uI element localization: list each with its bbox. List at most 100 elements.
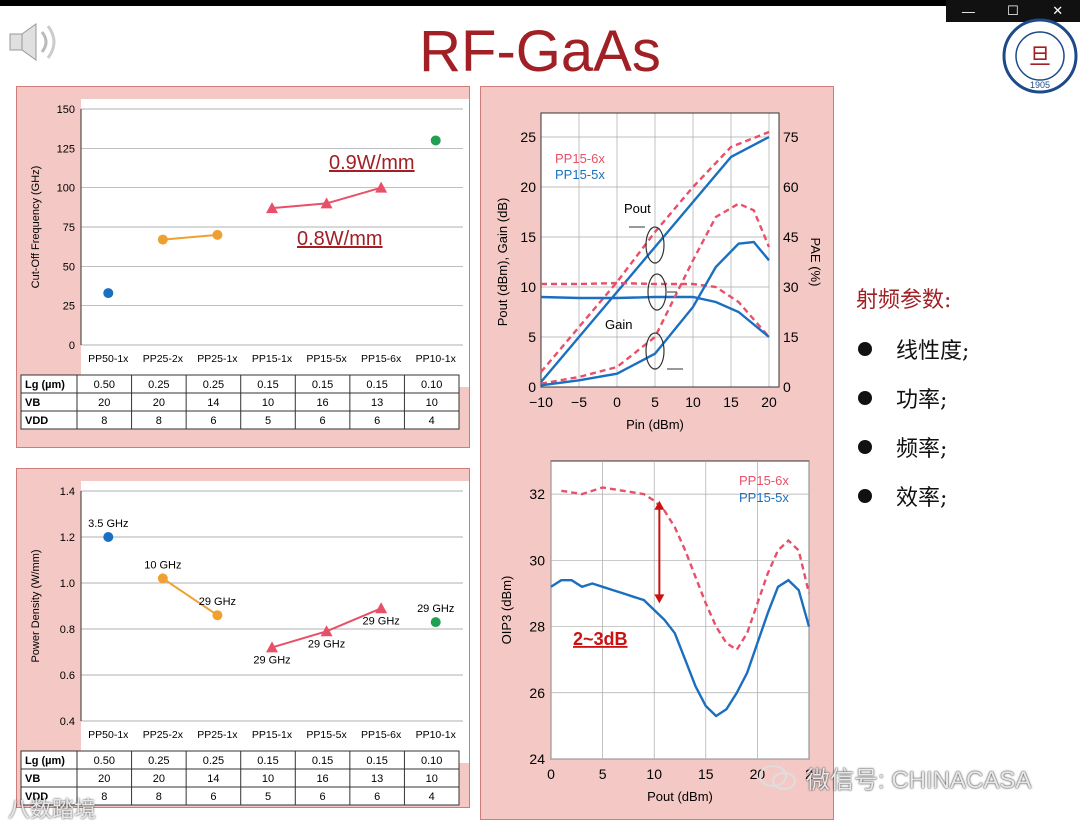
cutoff-frequency-panel: 0 25 50 75 100 125 150 Cut-Off Frequency (GHz) P… [16,86,470,448]
x-tick-label: PP15-5x [306,353,347,365]
table-cell: 0.50 [94,379,115,391]
x-tick-label: PP15-5x [306,729,347,741]
data-point [430,617,441,628]
table-cell: 13 [371,397,383,409]
x-tick-label: PP15-6x [361,729,402,741]
table-cell: 6 [210,415,216,427]
speaker-icon[interactable] [6,18,60,66]
table-cell: 6 [320,791,326,803]
table-row-label: VB [25,773,40,785]
legend-entry: PP15-6x [739,473,789,488]
table-cell: 4 [429,791,435,803]
data-point [103,532,114,542]
y2-tick-label: 15 [783,329,799,345]
table-row-label: VDD [25,415,48,427]
data-point [266,202,278,214]
y-tick-label: 5 [528,329,536,345]
series-line [561,486,811,652]
series-line [550,578,811,718]
table-cell: 10 [262,397,274,409]
table-cell: 14 [207,773,219,785]
table-cell: 13 [371,773,383,785]
table-cell: 6 [374,415,380,427]
annotation: 0.9W/mm [329,152,415,174]
table-cell: 0.25 [148,755,169,767]
data-label: 29 GHz [362,615,399,627]
x-tick-label: 20 [761,394,777,410]
data-label: 29 GHz [417,603,454,615]
cutoff-frequency-chart: 0 25 50 75 100 125 150 Cut-Off Frequency (GHz) P… [20,99,469,430]
y-tick-label: 0 [528,379,536,395]
x-tick-label: 10 [646,766,662,782]
y2-tick-label: 30 [783,279,799,295]
svg-text:旦: 旦 [1029,44,1051,69]
data-label: 29 GHz [308,638,345,650]
annotation: 2~3dB [573,629,628,649]
table-cell: 20 [153,773,165,785]
data-label: 3.5 GHz [88,518,128,530]
table-cell: 0.15 [312,379,333,391]
y2-tick-label: 75 [783,129,799,145]
legend-entry: PP15-5x [555,167,605,182]
table-row-label: Lg (µm) [25,379,65,391]
data-label: 29 GHz [253,654,290,666]
x-tick-label: 5 [599,766,607,782]
plot-background [81,481,469,763]
y-tick-label: 25 [63,301,75,313]
series-line [540,130,770,373]
table-row-label: VB [25,397,40,409]
table-cell: 8 [156,791,162,803]
y-axis-label: Pout (dBm), Gain (dB) [495,198,510,327]
table-cell: 16 [316,397,328,409]
secondary-watermark: 八数踏境 [8,797,97,822]
x-axis-label: Pin (dBm) [626,417,684,432]
legend-entry: PP15-6x [555,151,605,166]
y-tick-label: 100 [57,183,75,195]
data-point [375,602,388,614]
table-cell: 0.25 [203,379,224,391]
y-tick-label: 50 [63,261,75,273]
table-cell: 4 [429,415,435,427]
maximize-icon[interactable]: ☐ [1007,3,1019,18]
wechat-watermark: 微信号: CHINACASA [758,760,1031,795]
y-tick-label: 125 [57,143,75,155]
table-cell: 0.15 [257,755,278,767]
annotation: Pout [624,201,651,216]
y-tick-label: 0.6 [60,670,75,682]
table-cell: 0.15 [366,379,387,391]
table-cell: 16 [316,773,328,785]
data-point [430,135,441,146]
series-line [162,233,218,241]
svg-text:1905: 1905 [1030,80,1050,90]
data-point [157,573,168,584]
data-label: 29 GHz [199,596,236,608]
close-icon[interactable]: ✕ [1052,3,1064,18]
plot-frame [540,112,780,388]
table-cell: 10 [426,773,438,785]
y-tick-label: 15 [520,229,536,245]
y-tick-label: 10 [520,279,536,295]
series-line [541,281,770,338]
legend-entry: PP15-5x [739,490,789,505]
bullet-icon [858,390,872,405]
wechat-icon [759,764,796,790]
bullet-icon [858,341,872,356]
y2-tick-label: 0 [783,379,791,395]
arrow-head [654,594,665,604]
plot-background [81,99,469,387]
rf-parameters-list: 射频参数: 线性度; 功率; 频率; 效率; [856,282,969,520]
annotation: Gain [605,317,632,332]
table-row-label: VDD [25,791,48,803]
x-tick-label: PP25-1x [197,353,238,365]
curve-marker [647,273,667,311]
y-tick-label: 32 [529,486,545,502]
minimize-icon[interactable]: — [961,3,975,19]
table-cell: 20 [98,773,110,785]
x-tick-label: 0 [613,394,621,410]
x-tick-label: PP50-1x [88,353,129,365]
y-tick-label: 75 [63,222,75,234]
power-density-chart: 0.4 0.6 0.8 1.0 1.2 1.4 Power Density (W/mm) PP… [20,481,469,806]
y-tick-label: 26 [529,685,545,701]
y-tick-label: 1.0 [60,578,75,590]
x-tick-label: PP25-1x [197,729,238,741]
